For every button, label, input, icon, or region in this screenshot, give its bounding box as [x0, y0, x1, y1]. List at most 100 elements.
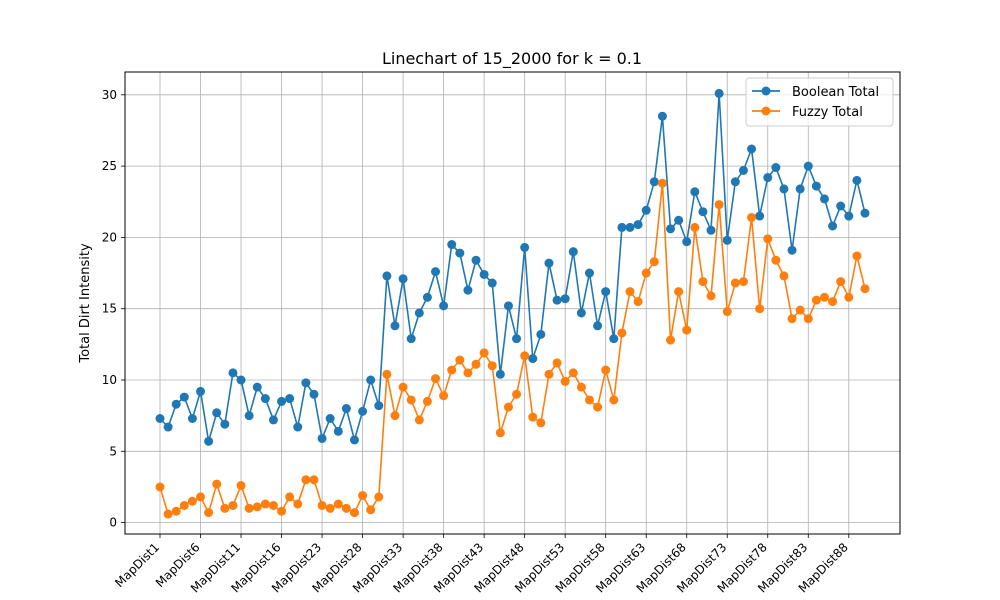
data-point — [277, 396, 287, 406]
data-point — [803, 161, 813, 171]
data-point — [155, 482, 165, 492]
data-point — [293, 499, 303, 509]
data-point — [471, 255, 481, 265]
data-point — [544, 258, 554, 268]
data-point — [220, 503, 230, 513]
y-tick-label: 20 — [102, 230, 117, 244]
data-point — [196, 492, 206, 502]
data-point — [187, 414, 197, 423]
data-point — [722, 235, 732, 245]
data-point — [552, 295, 562, 305]
data-point — [358, 491, 368, 500]
data-point — [163, 422, 173, 432]
data-point — [406, 395, 416, 405]
data-point — [236, 481, 246, 491]
data-point — [301, 378, 311, 388]
data-point — [301, 475, 311, 485]
data-point — [730, 177, 740, 187]
data-point — [358, 406, 368, 416]
y-tick-label: 0 — [109, 516, 117, 530]
data-point — [852, 175, 862, 185]
data-point — [536, 418, 546, 428]
data-point — [431, 374, 441, 384]
series-boolean-total — [155, 88, 870, 446]
data-point — [333, 426, 343, 436]
series-line — [159, 92, 866, 443]
series-fuzzy-total — [155, 178, 870, 519]
data-point — [366, 375, 376, 385]
data-point — [819, 292, 829, 302]
data-point — [260, 499, 270, 509]
data-point — [641, 268, 651, 278]
data-point — [860, 284, 870, 294]
data-point — [406, 334, 416, 344]
data-point — [690, 222, 700, 232]
data-point — [463, 285, 473, 295]
data-point — [633, 220, 643, 230]
data-point — [196, 386, 206, 396]
data-point — [836, 201, 846, 211]
data-point — [755, 211, 765, 221]
data-point — [568, 368, 578, 378]
data-point — [593, 321, 603, 331]
data-point — [568, 247, 578, 257]
data-point — [828, 297, 838, 307]
data-point — [390, 411, 400, 421]
data-point — [536, 329, 546, 339]
data-point — [722, 307, 732, 317]
data-point — [844, 211, 854, 221]
data-point — [341, 503, 351, 513]
data-point — [649, 177, 659, 187]
data-point — [309, 475, 319, 485]
data-point — [787, 314, 797, 324]
data-point — [487, 361, 497, 371]
data-point — [317, 500, 327, 510]
y-tick-label: 15 — [102, 302, 117, 316]
data-point — [349, 508, 359, 518]
data-point — [382, 271, 392, 281]
data-point — [666, 224, 676, 234]
data-point — [625, 222, 635, 232]
data-point — [179, 500, 189, 510]
data-point — [714, 88, 724, 98]
data-point — [439, 391, 449, 401]
data-point — [487, 278, 497, 288]
data-point — [771, 163, 781, 173]
data-point — [503, 402, 513, 412]
data-point — [495, 369, 505, 379]
data-point — [795, 184, 805, 194]
data-point — [212, 479, 222, 489]
y-axis-label: Total Dirt Intensity — [78, 243, 93, 364]
data-point — [819, 194, 829, 204]
y-tick-label: 5 — [109, 444, 117, 458]
data-point — [584, 268, 594, 278]
data-point — [512, 334, 522, 344]
data-point — [455, 355, 465, 365]
data-point — [398, 382, 408, 392]
data-point — [674, 287, 684, 297]
data-point — [779, 271, 789, 281]
data-point — [706, 291, 716, 301]
data-point — [755, 304, 765, 314]
data-point — [544, 369, 554, 379]
data-point — [690, 187, 700, 197]
data-point — [836, 277, 846, 287]
data-point — [479, 348, 489, 358]
data-point — [268, 500, 278, 510]
data-point — [528, 412, 538, 422]
data-point — [698, 277, 708, 287]
legend: Boolean Total Fuzzy Total — [745, 77, 894, 127]
data-point — [236, 375, 246, 385]
data-point — [552, 358, 562, 368]
data-point — [576, 382, 586, 392]
data-point — [439, 301, 449, 311]
plot-frame — [124, 71, 901, 535]
data-point — [657, 111, 667, 121]
data-point — [422, 292, 432, 302]
data-point — [560, 294, 570, 304]
data-point — [609, 395, 619, 405]
data-point — [641, 205, 651, 215]
data-point — [398, 274, 408, 284]
y-tick-label: 30 — [102, 88, 117, 102]
data-point — [163, 509, 173, 519]
